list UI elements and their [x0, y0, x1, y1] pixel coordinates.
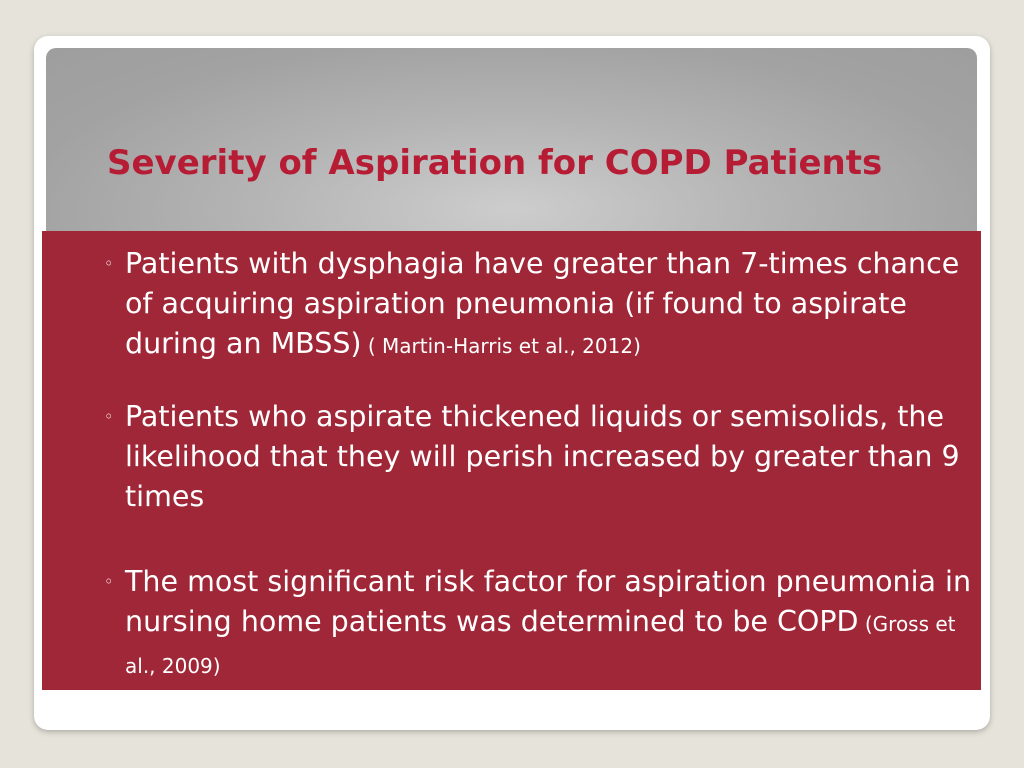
- bullet-item: ◦ The most significant risk factor for a…: [104, 562, 974, 686]
- bullet-marker-icon: ◦: [104, 572, 114, 591]
- bullet-item: ◦ Patients who aspirate thickened liquid…: [104, 397, 974, 517]
- title-band: [46, 48, 977, 238]
- bullet-citation: ( Martin-Harris et al., 2012): [361, 334, 641, 358]
- bullet-text: Patients who aspirate thickened liquids …: [104, 397, 974, 517]
- bullet-marker-icon: ◦: [104, 407, 114, 426]
- bullet-item: ◦ Patients with dysphagia have greater t…: [104, 244, 974, 366]
- bullet-body: Patients who aspirate thickened liquids …: [125, 400, 960, 513]
- slide-title: Severity of Aspiration for COPD Patients: [107, 143, 883, 183]
- bullet-body: The most significant risk factor for asp…: [125, 565, 972, 638]
- bullet-text: The most significant risk factor for asp…: [104, 562, 974, 686]
- bullet-marker-icon: ◦: [104, 254, 114, 273]
- bullet-text: Patients with dysphagia have greater tha…: [104, 244, 974, 366]
- bullet-citation: (Gross et al., 2009): [125, 612, 956, 678]
- bullet-body: Patients with dysphagia have greater tha…: [125, 247, 960, 360]
- content-panel: [42, 231, 981, 690]
